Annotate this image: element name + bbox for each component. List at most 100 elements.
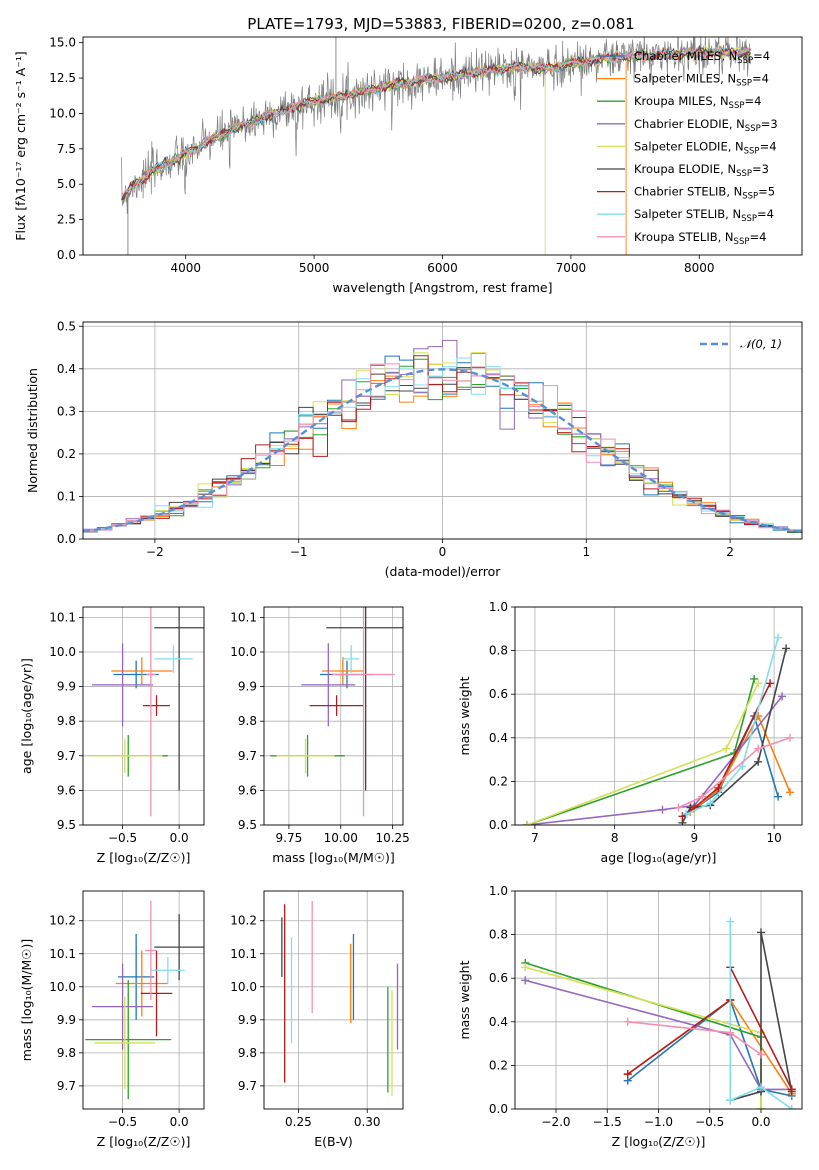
y-tick-label: 9.8 — [57, 714, 76, 728]
y-tick-label: 5.0 — [57, 177, 76, 191]
mass-weight-marker — [786, 788, 795, 797]
residuals-frame — [82, 321, 803, 540]
legend-entry: Salpeter ELODIE, NSSP=4 — [634, 139, 777, 156]
mass-weight-line — [678, 737, 791, 809]
legend-entry: Chabrier STELIB, NSSP=5 — [634, 185, 775, 202]
x-axis-label: age [log₁₀(age/yr)] — [601, 850, 717, 865]
y-tick-label: 9.8 — [57, 1046, 76, 1060]
x-tick-label: 6000 — [427, 261, 458, 275]
spectrum-axes: 4000 5000 6000 7000 8000 0.0 2.5 5.0 7.5 10.0 12.5… — [13, 36, 803, 295]
age_vs_z-marks — [87, 607, 204, 817]
y-tick-label: 0.2 — [489, 1058, 508, 1072]
mass-weight-marker — [766, 679, 775, 688]
legend-entry: Chabrier ELODIE, NSSP=3 — [634, 117, 778, 134]
mass-weight-marker — [754, 744, 763, 753]
mass_vs_ebv-axes: 0.25 0.30 9.7 9.8 9.9 10.0 10.1 10.2 E(B-V) — [230, 890, 404, 1149]
y-tick-label: 9.8 — [238, 1046, 257, 1060]
x-axis-label: (data-model)/error — [385, 564, 502, 579]
y-tick-label: 15.0 — [49, 36, 76, 50]
weight_vs_age-axes: 7 8 9 10 0.0 0.2 0.4 0.6 0.8 1.0 age [log₁₀(age/yr… — [457, 600, 803, 865]
y-tick-label: 0.4 — [57, 362, 76, 376]
legend-entry: Salpeter MILES, NSSP=4 — [634, 72, 769, 89]
age-vs-mass-panel: 9.75 10.00 10.25 9.5 9.6 9.7 9.8 9.9 10.0 10.1 mas… — [230, 606, 410, 865]
mass-weight-marker — [786, 733, 795, 742]
mass-weight-marker — [521, 963, 530, 972]
y-tick-label: 10.0 — [230, 645, 257, 659]
x-tick-label: −2.0 — [541, 1115, 570, 1129]
y-tick-label: 10.0 — [49, 645, 76, 659]
mass-weight-marker — [706, 799, 715, 808]
x-tick-label: 9 — [691, 831, 699, 845]
x-tick-label: 10.00 — [324, 831, 358, 845]
age_vs_mass-frame — [263, 606, 404, 826]
mass-weight-vs-age-panel: 7 8 9 10 0.0 0.2 0.4 0.6 0.8 1.0 age [log₁₀(age/yr… — [457, 600, 803, 865]
y-tick-label: 0.0 — [57, 532, 76, 546]
y-tick-label: 9.6 — [57, 783, 76, 797]
weight_vs_z-axes: −2.0 −1.5 −1.0 −0.5 0.0 0.0 0.2 0.4 0.6 0.8 1.0 Z [… — [457, 884, 803, 1149]
mass-weight-line — [729, 921, 793, 1109]
mass-weight-marker — [726, 1028, 735, 1037]
legend-entry: Kroupa MILES, NSSP=4 — [634, 94, 761, 111]
residual-histogram-panel: −2 −1 0 1 2 0.0 0.1 0.2 0.3 0.4 0.5 (data-model)/er… — [25, 319, 803, 579]
y-axis-label: mass weight — [457, 676, 472, 755]
y-tick-label: 0.6 — [489, 971, 508, 985]
x-tick-label: −0.5 — [108, 831, 137, 845]
x-tick-label: 0.30 — [354, 1115, 381, 1129]
y-tick-label: 10.1 — [230, 610, 257, 624]
y-tick-label: 0.5 — [57, 319, 76, 333]
mass-weight-line — [681, 682, 771, 817]
mass-weight-marker — [787, 1105, 796, 1109]
mass_vs_ebv-frame — [263, 890, 404, 1110]
residual-histogram-step — [83, 357, 802, 539]
x-tick-label: −1.0 — [644, 1115, 673, 1129]
mass-weight-marker — [774, 633, 783, 642]
y-tick-label: 9.8 — [238, 714, 257, 728]
model-spectrum-line — [121, 46, 751, 196]
mass-weight-line — [686, 637, 779, 815]
y-tick-label: 9.9 — [57, 680, 76, 694]
y-tick-label: 9.9 — [57, 1013, 76, 1027]
x-tick-label: 10 — [766, 831, 781, 845]
x-tick-label: −1.5 — [593, 1115, 622, 1129]
x-tick-label: 7 — [531, 831, 539, 845]
y-tick-label: 10.1 — [230, 947, 257, 961]
mass-weight-marker — [726, 917, 735, 926]
x-tick-label: 0.25 — [285, 1115, 312, 1129]
x-axis-label: E(B-V) — [314, 1134, 353, 1149]
y-tick-label: 9.7 — [238, 749, 257, 763]
mass-weight-marker — [658, 805, 667, 814]
mass_vs_z-marks — [85, 900, 204, 1100]
mass-weight-marker — [726, 1096, 735, 1105]
x-axis-label: wavelength [Angstrom, rest frame] — [332, 280, 552, 295]
figure-title: PLATE=1793, MJD=53883, FIBERID=0200, z=0… — [247, 15, 634, 33]
x-axis-label: Z [log₁₀(Z/Z☉)] — [612, 1134, 706, 1149]
mass_vs_ebv-grid — [264, 891, 403, 1109]
mass-weight-marker — [757, 928, 765, 937]
y-axis-label: age [log₁₀(age/yr)] — [19, 658, 34, 774]
y-tick-label: 10.2 — [230, 914, 257, 928]
residuals-axes: −2 −1 0 1 2 0.0 0.1 0.2 0.3 0.4 0.5 (data-model)/er… — [25, 319, 803, 579]
x-tick-label: 0.0 — [751, 1115, 770, 1129]
mass-weight-marker — [674, 803, 683, 812]
spectrum-panel: 4000 5000 6000 7000 8000 0.0 2.5 5.0 7.5 10.0 12.5… — [13, 36, 803, 295]
y-tick-label: 9.6 — [238, 783, 257, 797]
x-axis-label: Z [log₁₀(Z/Z☉)] — [97, 1134, 191, 1149]
mass-weight-marker — [714, 783, 723, 792]
y-tick-label: 9.9 — [238, 680, 257, 694]
mass-weight-marker — [682, 810, 691, 819]
y-tick-label: 9.5 — [238, 818, 257, 832]
y-tick-label: 7.5 — [57, 142, 76, 156]
y-tick-label: 1.0 — [489, 884, 508, 898]
y-tick-label: 0.2 — [57, 447, 76, 461]
x-tick-label: 0.0 — [170, 1115, 189, 1129]
weight_vs_z-frame — [514, 890, 803, 1110]
spectrum-marks — [121, 37, 752, 255]
weight_vs_age-frame — [514, 606, 803, 826]
legend-entry: Salpeter STELIB, NSSP=4 — [634, 207, 774, 224]
x-tick-label: −2 — [146, 545, 164, 559]
x-tick-label: 10.25 — [375, 831, 409, 845]
y-tick-label: 1.0 — [489, 600, 508, 614]
mass-weight-marker — [782, 644, 791, 653]
x-tick-label: 4000 — [170, 261, 201, 275]
spectrum-legend: Chabrier MILES, NSSP=4 Salpeter MILES, NS… — [597, 49, 778, 247]
